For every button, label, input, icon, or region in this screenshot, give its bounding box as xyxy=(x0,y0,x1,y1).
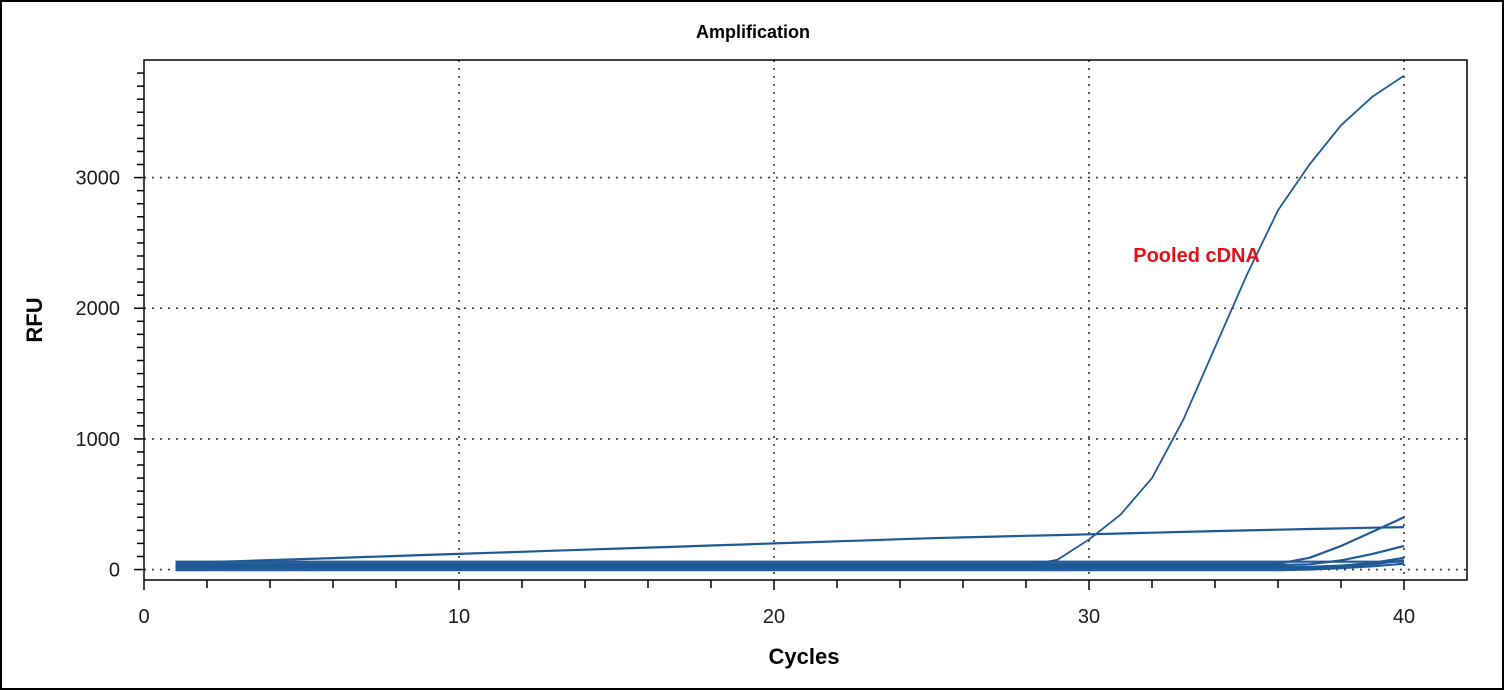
x-axis: 0 10 20 30 40 xyxy=(138,580,1415,628)
y-tick-label: 2000 xyxy=(76,298,121,320)
y-axis: 0 1000 2000 3000 xyxy=(76,72,144,582)
y-axis-label: RFU xyxy=(22,297,47,342)
series-line-2 xyxy=(175,526,1405,565)
y-tick-label: 1000 xyxy=(76,429,121,451)
grid-lines xyxy=(144,60,1467,580)
pooled-cdna-annotation: Pooled cDNA xyxy=(1133,245,1260,267)
series-line-4 xyxy=(175,516,1405,565)
x-tick-label: 0 xyxy=(138,606,149,628)
series-line-5 xyxy=(175,544,1405,567)
series-line-6 xyxy=(175,556,1405,569)
y-tick-label: 3000 xyxy=(76,168,121,190)
x-axis-label: Cycles xyxy=(769,644,840,669)
series-line-1 xyxy=(175,74,1405,567)
x-tick-label: 30 xyxy=(1078,606,1100,628)
y-tick-label: 0 xyxy=(109,560,120,582)
chart-title: Amplification xyxy=(696,22,810,42)
plot-area-border xyxy=(143,59,1468,581)
series-lines xyxy=(175,74,1405,572)
x-tick-label: 20 xyxy=(763,606,785,628)
series-line-7 xyxy=(175,559,1405,570)
x-tick-label: 10 xyxy=(448,606,470,628)
series-line-8 xyxy=(175,562,1405,572)
x-tick-label: 40 xyxy=(1393,606,1415,628)
